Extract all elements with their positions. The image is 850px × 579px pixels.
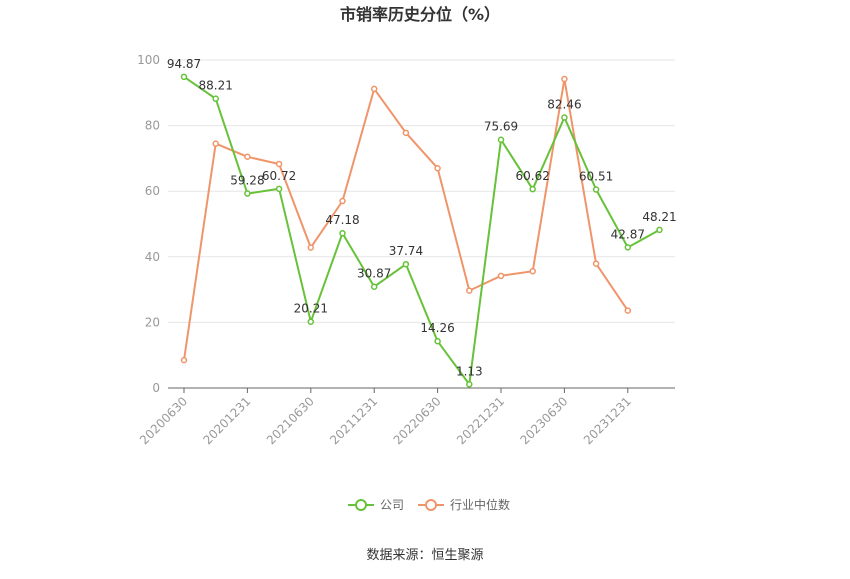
- y-tick-label: 40: [145, 250, 160, 264]
- data-point-industry-median: [434, 164, 441, 172]
- data-point-industry-median: [561, 75, 568, 83]
- x-tick-label: 20221231: [454, 394, 507, 447]
- x-tick-label: 20220630: [391, 394, 444, 447]
- data-label: 20.21: [294, 302, 328, 316]
- data-point-company: [624, 244, 632, 251]
- series-line-company: [183, 75, 660, 386]
- y-tick-label: 60: [145, 184, 160, 198]
- data-label: 14.26: [420, 321, 454, 335]
- data-point-industry-median: [402, 129, 410, 137]
- data-label: 75.69: [484, 120, 518, 134]
- legend-item-company[interactable]: 公司: [348, 498, 404, 512]
- data-label: 1.13: [456, 364, 483, 378]
- data-point-company: [339, 229, 346, 237]
- data-point-company: [561, 114, 568, 121]
- data-point-company: [180, 73, 188, 81]
- data-point-industry-median: [212, 140, 219, 147]
- data-point-industry-median: [339, 197, 346, 205]
- data-point-company: [656, 226, 663, 234]
- data-point-company: [529, 185, 536, 193]
- data-point-company: [592, 186, 600, 193]
- x-tick-label: 20200630: [137, 394, 190, 447]
- data-point-industry-median: [244, 153, 251, 161]
- data-point-industry-median: [307, 244, 315, 251]
- y-axis: 0 20 40 60 80 100: [137, 53, 160, 395]
- data-label: 88.21: [199, 79, 233, 93]
- legend-item-industry-median[interactable]: 行业中位数: [418, 497, 510, 512]
- data-point-company: [370, 283, 378, 290]
- series-layer: [180, 73, 663, 388]
- grid-lines: [168, 59, 675, 323]
- data-point-industry-median: [370, 85, 378, 93]
- data-label: 37.74: [389, 244, 423, 258]
- data-point-company: [402, 260, 410, 268]
- legend-label: 公司: [380, 498, 404, 512]
- data-label: 30.87: [357, 267, 391, 281]
- data-label: 94.87: [167, 57, 201, 71]
- x-axis: 20200630 20201231 20210630 20211231 20220630…: [137, 387, 675, 447]
- data-label: 48.21: [642, 210, 676, 224]
- y-tick-label: 20: [145, 315, 160, 329]
- legend-marker: [355, 499, 367, 511]
- legend-marker: [425, 499, 437, 511]
- data-point-company: [212, 95, 219, 102]
- source-note: 数据来源：恒生聚源: [366, 548, 483, 563]
- x-tick-label: 20211231: [327, 394, 380, 447]
- data-point-company: [275, 185, 283, 193]
- x-tick-label: 20230630: [517, 394, 570, 447]
- data-label: 59.28: [230, 174, 264, 188]
- data-label: 82.46: [547, 98, 581, 112]
- data-point-industry-median: [592, 260, 600, 267]
- x-tick-label: 20231231: [581, 394, 634, 447]
- y-tick-label: 100: [137, 53, 160, 67]
- data-point-company: [244, 190, 251, 197]
- x-tick-label: 20201231: [200, 394, 253, 447]
- data-point-industry-median: [180, 356, 188, 364]
- data-point-company: [434, 337, 441, 345]
- y-tick-label: 80: [145, 119, 160, 133]
- data-label: 60.72: [262, 169, 296, 183]
- data-label: 47.18: [325, 213, 359, 227]
- y-tick-label: 0: [152, 381, 160, 395]
- x-tick-label: 20210630: [264, 394, 317, 447]
- series-line-industry-median: [183, 78, 629, 361]
- data-point-company: [466, 381, 473, 388]
- data-point-industry-median: [624, 307, 632, 314]
- data-point-industry-median: [529, 267, 536, 275]
- legend-label: 行业中位数: [450, 497, 510, 512]
- data-label: 60.51: [579, 170, 613, 184]
- data-point-industry-median: [275, 160, 283, 168]
- data-label: 42.87: [611, 227, 645, 241]
- chart-title: 市销率历史分位（%）: [340, 5, 500, 24]
- data-point-company: [497, 136, 505, 143]
- legend[interactable]: 公司 行业中位数: [348, 497, 510, 512]
- data-label: 60.62: [516, 169, 550, 183]
- data-point-industry-median: [466, 287, 473, 294]
- data-point-company: [307, 318, 315, 325]
- data-point-industry-median: [497, 272, 505, 280]
